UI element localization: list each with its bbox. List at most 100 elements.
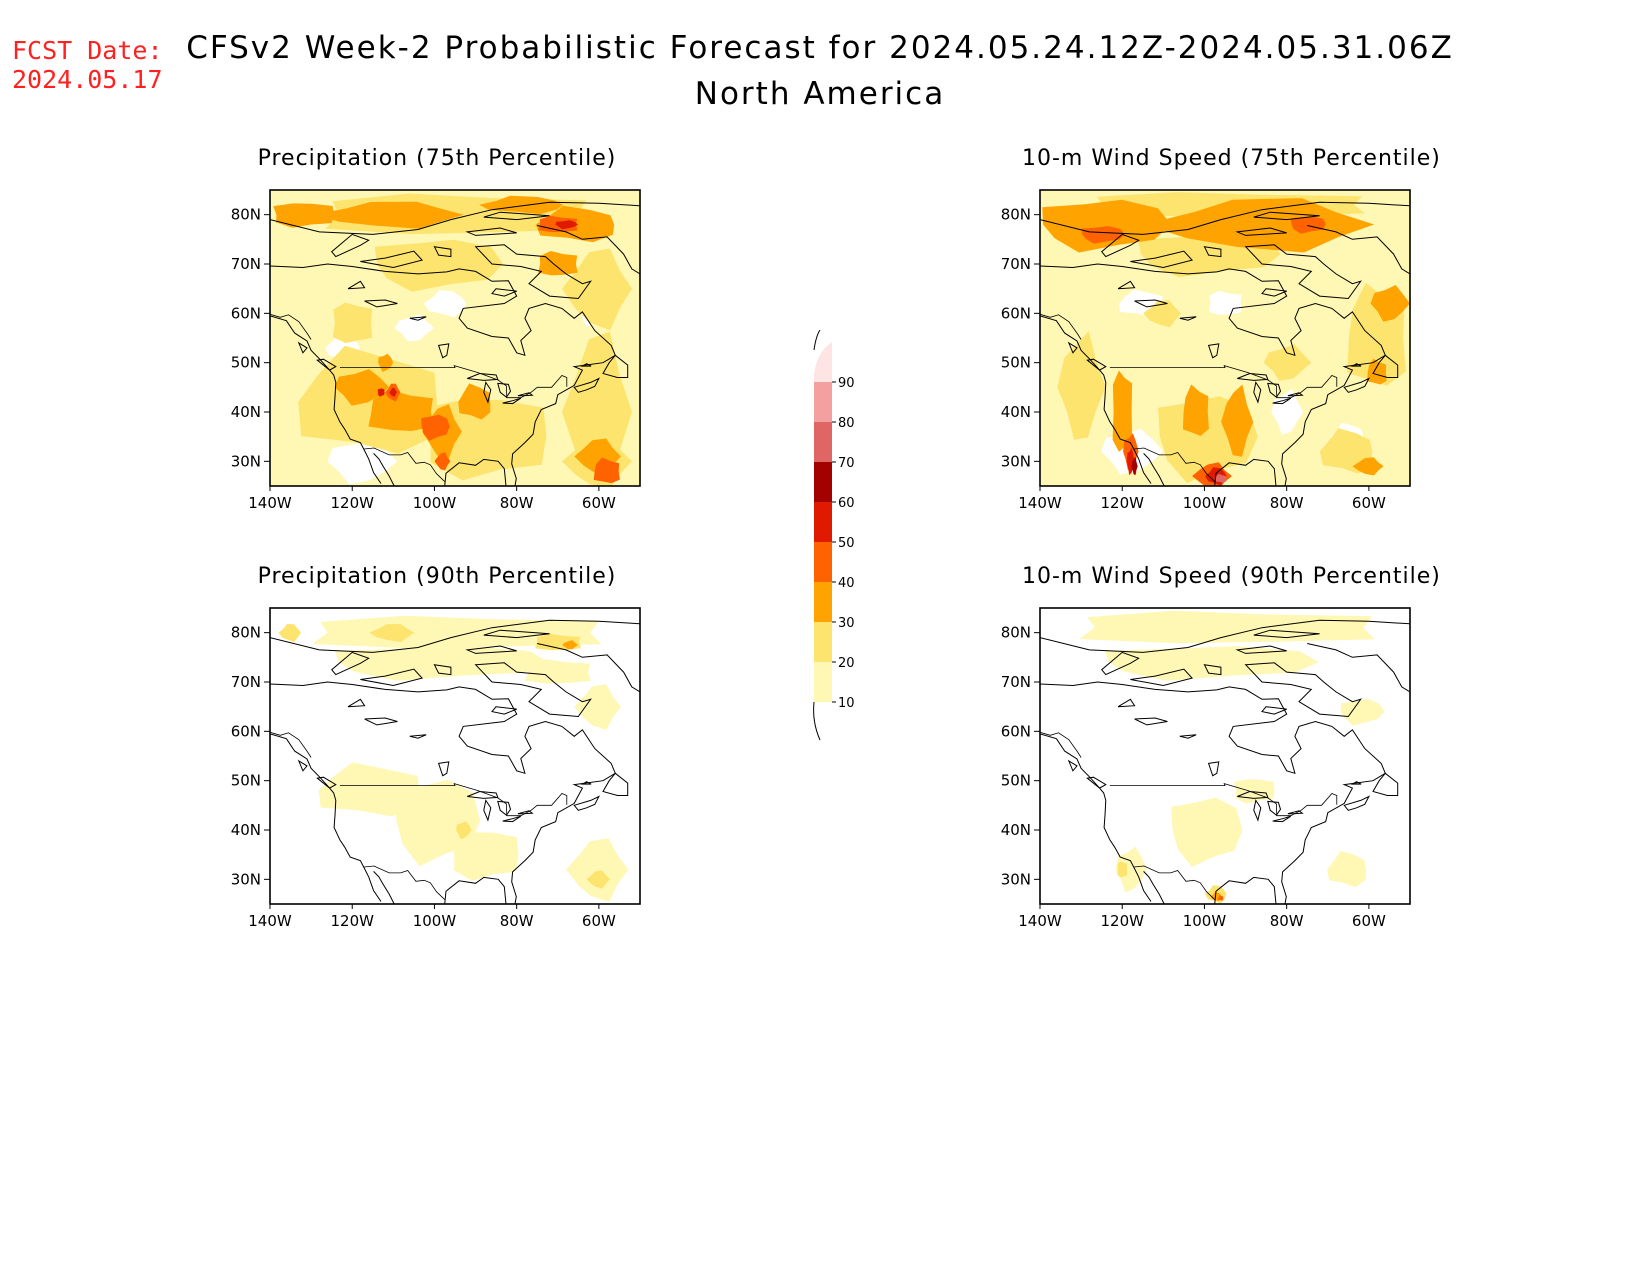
island-outline	[1203, 246, 1222, 258]
lat-tick-label: 50N	[1001, 772, 1031, 790]
coastline	[373, 453, 395, 486]
contour-region-30	[538, 251, 578, 276]
contour-region-30	[1143, 198, 1375, 253]
border-line	[1109, 782, 1338, 817]
coastline	[1143, 871, 1165, 904]
colorbar-swatch	[814, 422, 832, 462]
lat-tick-label: 70N	[1001, 255, 1031, 273]
lake-outline	[1179, 316, 1197, 321]
coastline	[1214, 876, 1277, 904]
lon-tick-label: 60W	[1352, 912, 1386, 930]
contour-region-30	[1182, 384, 1209, 436]
lake-outline	[1272, 397, 1292, 405]
page-title: CFSv2 Week-2 Probabilistic Forecast for …	[186, 30, 1454, 66]
contour-region-30	[1221, 384, 1254, 457]
map-precip-90: 80N 70N 60N 50N 40N 30N 140W 120W 100W 80W 60W	[231, 607, 641, 930]
border-line	[339, 782, 568, 817]
map-panel-wind-90: 10-m Wind Speed (90th Percentile) 80N 70N…	[930, 564, 1441, 944]
lake-outline	[409, 316, 427, 321]
island-outline	[602, 354, 629, 378]
contour-region-below-10	[1208, 290, 1242, 316]
colorbar-level-label: 90	[838, 376, 855, 391]
map-panel-precip-90: Precipitation (90th Percentile) 80N 70N 60…	[160, 564, 660, 944]
contour-region-30	[458, 383, 491, 420]
contour-region-30	[334, 369, 390, 406]
coastline	[270, 201, 640, 235]
colorbar-level-label: 30	[838, 616, 855, 631]
lake-outline	[497, 382, 512, 398]
colorbar-bottom-edge	[813, 701, 821, 741]
contour-region-20	[1263, 344, 1312, 381]
map-frame	[269, 607, 641, 905]
coastline	[444, 876, 507, 904]
panel-title: 10-m Wind Speed (90th Percentile)	[1022, 564, 1441, 589]
contour-region-40	[421, 414, 450, 441]
island-outline	[1372, 772, 1399, 796]
lat-tick-label: 50N	[231, 772, 261, 790]
map-panel-precip-75: Precipitation (75th Percentile) 80N 70N 60…	[160, 146, 660, 526]
lon-tick-label: 80W	[500, 494, 534, 512]
island-outline	[1235, 227, 1287, 236]
border-line	[270, 731, 312, 758]
lon-tick-label: 100W	[1183, 912, 1227, 930]
lat-tick-label: 60N	[231, 304, 261, 322]
island-outline	[1130, 668, 1194, 687]
colorbar-level-label: 50	[838, 536, 855, 551]
contour-region-30	[1367, 358, 1387, 385]
coastline	[444, 458, 507, 486]
contour-region-50	[377, 388, 385, 397]
colorbar-top-edge	[813, 330, 821, 351]
contour-region-10	[1340, 698, 1385, 726]
lake-outline	[1272, 815, 1292, 823]
colorbar-swatch-top	[814, 342, 832, 382]
coastline	[1040, 263, 1386, 486]
island-outline	[1100, 233, 1140, 258]
island-outline	[330, 233, 370, 258]
lat-tick-label: 80N	[231, 624, 261, 642]
map-panel-wind-75: 10-m Wind Speed (75th Percentile) 80N 70N…	[930, 146, 1440, 526]
colorbar-swatch	[814, 462, 832, 502]
contour-region-10	[566, 838, 629, 902]
island-outline	[1235, 645, 1287, 654]
lat-tick-label: 80N	[1001, 624, 1031, 642]
colorbar-swatch	[814, 662, 832, 702]
coastline	[270, 619, 640, 653]
lake-outline	[347, 280, 366, 290]
coastline	[270, 263, 616, 486]
island-outline	[580, 363, 592, 367]
island-outline	[465, 645, 517, 654]
map-frame	[1039, 189, 1411, 487]
lake-outline	[1253, 799, 1262, 822]
lake-outline	[1207, 343, 1220, 359]
contour-region-20	[1057, 331, 1106, 440]
page-subtitle: North America	[694, 76, 946, 112]
lake-outline	[467, 790, 499, 799]
contour-fill-layer	[270, 608, 640, 904]
map-wind-90: 80N 70N 60N 50N 40N 30N 140W 120W 100W 80W 60W	[1001, 607, 1411, 930]
island-outline	[474, 244, 592, 300]
contour-region-20	[1117, 861, 1128, 878]
colorbar-level-label: 80	[838, 416, 855, 431]
lake-outline	[467, 372, 499, 381]
lon-tick-label: 140W	[1018, 912, 1062, 930]
contour-region-40	[1290, 216, 1326, 234]
lake-outline	[483, 381, 492, 404]
lake-outline	[1134, 299, 1168, 308]
contour-region-20	[456, 821, 472, 840]
island-outline	[1350, 781, 1362, 785]
lat-tick-label: 40N	[231, 821, 261, 839]
colorbar-swatch	[814, 502, 832, 542]
island-outline	[1261, 288, 1287, 297]
island-outline	[1253, 629, 1320, 639]
contour-region-40	[434, 452, 451, 471]
island-outline	[1067, 759, 1078, 772]
contour-region-20	[333, 302, 373, 344]
lake-outline	[364, 299, 398, 308]
contour-region-30	[368, 389, 435, 431]
coastline	[1040, 315, 1152, 484]
border-line	[339, 364, 568, 399]
colorbar-swatch	[814, 382, 832, 422]
contour-region-10	[1171, 797, 1243, 867]
colorbar-swatch	[814, 582, 832, 622]
island-outline	[1203, 664, 1222, 676]
